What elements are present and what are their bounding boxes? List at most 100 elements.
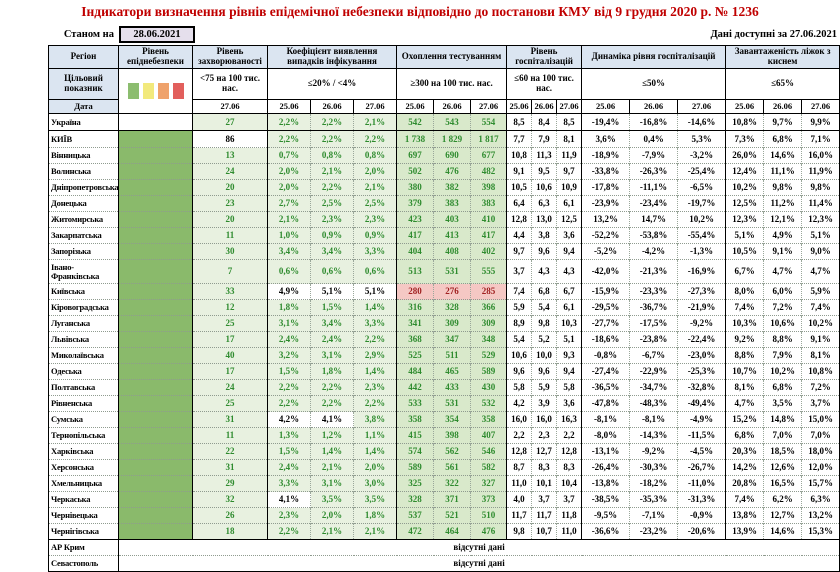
- hospitalization-cell-2: 6,1: [556, 195, 582, 212]
- region-name: Харківська: [48, 443, 119, 460]
- no-data-cell: відсутні дані: [117, 555, 840, 572]
- data-available-date: 27.06.2021: [789, 29, 837, 40]
- epidemic-level-cell: [118, 363, 193, 380]
- meta-row: Станом на 28.06.2021 Дані доступні за 27…: [48, 26, 839, 43]
- hospitalization-cell-0: 5,9: [506, 299, 532, 316]
- date-header-hospitalization-2: 27.06: [556, 99, 583, 114]
- hospitalization-dynamics-cell-1: -30,3%: [629, 459, 678, 476]
- testing-cell-0: 328: [396, 491, 434, 508]
- detection-cell-2: 2,0%: [352, 459, 397, 476]
- hospitalization-cell-1: 16,0: [531, 411, 557, 428]
- oxygen-beds-cell-1: 12,7%: [763, 507, 802, 524]
- epidemic-level-cell: [118, 379, 193, 396]
- hospitalization-cell-0: 4,2: [506, 395, 532, 412]
- hospitalization-cell-1: 9,6: [531, 363, 557, 380]
- incidence-cell: 22: [192, 443, 268, 460]
- testing-cell-0: 379: [396, 195, 434, 212]
- hospitalization-dynamics-cell-0: -52,2%: [581, 227, 630, 244]
- target-hospitalization: ≤60 на 100 тис. нас.: [506, 68, 583, 100]
- epidemic-level-cell: [118, 331, 193, 348]
- table-row: Чернівецька 26 2,3% 2,0% 1,8% 537 521 510 11,7 11…: [48, 507, 840, 524]
- testing-cell-0: 316: [396, 299, 434, 316]
- epidemic-level-cell: [118, 243, 193, 260]
- incidence-cell: 24: [192, 379, 268, 396]
- detection-cell-2: 1,1%: [352, 427, 397, 444]
- hospitalization-cell-2: 3,6: [556, 227, 582, 244]
- region-name: Луганська: [48, 315, 119, 332]
- region-name: Київська: [48, 283, 119, 300]
- testing-cell-0: 325: [396, 475, 434, 492]
- testing-cell-2: 677: [470, 147, 507, 164]
- region-name: Сумська: [48, 411, 119, 428]
- testing-cell-2: 383: [470, 195, 507, 212]
- hospitalization-cell-0: 12,8: [506, 443, 532, 460]
- hospitalization-dynamics-cell-2: -16,9%: [677, 259, 726, 284]
- detection-cell-0: 2,2%: [267, 379, 311, 396]
- hospitalization-dynamics-cell-1: -16,8%: [629, 113, 678, 131]
- testing-cell-2: 407: [470, 427, 507, 444]
- hospitalization-cell-1: 8,3: [531, 459, 557, 476]
- testing-cell-0: 574: [396, 443, 434, 460]
- testing-cell-2: 430: [470, 379, 507, 396]
- table-row: Черкаська 32 4,1% 3,5% 3,5% 328 371 373 4,0 3,7 3,…: [48, 491, 840, 508]
- oxygen-beds-cell-1: 3,5%: [763, 395, 802, 412]
- date-header-hospitalization-dynamics-0: 25.06: [581, 99, 631, 114]
- incidence-cell: 20: [192, 179, 268, 196]
- oxygen-beds-cell-1: 9,7%: [763, 113, 802, 131]
- hospitalization-cell-1: 9,8: [531, 315, 557, 332]
- table-row: Луганська 25 3,1% 3,4% 3,3% 341 309 309 8,9 9,8 10…: [48, 315, 840, 332]
- testing-cell-0: 525: [396, 347, 434, 364]
- oxygen-beds-cell-1: 10,6%: [763, 315, 802, 332]
- incidence-cell: 26: [192, 507, 268, 524]
- oxygen-beds-cell-2: 10,8%: [801, 363, 840, 380]
- hospitalization-dynamics-cell-0: -19,4%: [581, 113, 630, 131]
- testing-cell-0: 537: [396, 507, 434, 524]
- hospitalization-dynamics-cell-2: -11,5%: [677, 427, 726, 444]
- testing-cell-0: 589: [396, 459, 434, 476]
- target-row: Цільовий показник <75 на 100 тис. нас. ≤…: [48, 68, 840, 114]
- hospitalization-dynamics-cell-0: -27,4%: [581, 363, 630, 380]
- oxygen-beds-cell-2: 13,2%: [801, 507, 840, 524]
- detection-cell-0: 3,2%: [267, 347, 311, 364]
- oxygen-beds-cell-1: 16,5%: [763, 475, 802, 492]
- detection-cell-1: 2,2%: [310, 130, 354, 148]
- testing-cell-2: 285: [470, 283, 507, 300]
- incidence-cell: 25: [192, 315, 268, 332]
- detection-cell-1: 1,5%: [310, 299, 354, 316]
- table-row: Тернопільська 11 1,3% 1,2% 1,1% 415 398 407 2,2 2…: [48, 427, 840, 444]
- oxygen-beds-cell-1: 7,2%: [763, 299, 802, 316]
- testing-cell-1: 354: [433, 411, 471, 428]
- incidence-cell: 27: [192, 113, 268, 131]
- hospitalization-dynamics-cell-2: -4,5%: [677, 443, 726, 460]
- hospitalization-cell-1: 3,9: [531, 395, 557, 412]
- testing-cell-1: 347: [433, 331, 471, 348]
- oxygen-beds-cell-1: 6,0%: [763, 283, 802, 300]
- oxygen-beds-cell-2: 6,3%: [801, 491, 840, 508]
- hospitalization-cell-1: 11,3: [531, 147, 557, 164]
- testing-cell-0: 280: [396, 283, 434, 300]
- testing-cell-1: 309: [433, 315, 471, 332]
- oxygen-beds-cell-2: 9,9%: [801, 113, 840, 131]
- hospitalization-dynamics-cell-1: -22,9%: [629, 363, 678, 380]
- table-row: Кіровоградська 12 1,8% 1,5% 1,4% 316 328 366 5,9…: [48, 299, 840, 316]
- oxygen-beds-cell-1: 12,1%: [763, 211, 802, 228]
- hospitalization-dynamics-cell-1: -6,7%: [629, 347, 678, 364]
- date-row-label: Дата: [48, 99, 119, 114]
- detection-cell-1: 2,2%: [310, 179, 354, 196]
- hospitalization-cell-1: 6,8: [531, 283, 557, 300]
- table-row: Полтавська 24 2,2% 2,2% 2,3% 442 433 430 5,8 5,9 5…: [48, 379, 840, 396]
- date-header-testing-0: 25.06: [396, 99, 435, 114]
- hospitalization-dynamics-cell-1: -23,4%: [629, 195, 678, 212]
- hospitalization-cell-0: 5,4: [506, 331, 532, 348]
- hospitalization-cell-1: 5,4: [531, 299, 557, 316]
- testing-cell-1: 531: [433, 395, 471, 412]
- hospitalization-cell-0: 9,8: [506, 523, 532, 540]
- testing-cell-1: 521: [433, 507, 471, 524]
- table-row: Чернігівська 18 2,2% 2,1% 2,1% 472 464 476 9,8 10…: [48, 523, 840, 540]
- oxygen-beds-cell-1: 6,2%: [763, 491, 802, 508]
- hospitalization-cell-2: 10,3: [556, 315, 582, 332]
- testing-cell-1: 511: [433, 347, 471, 364]
- hospitalization-cell-2: 10,9: [556, 179, 582, 196]
- table-row: Харківська 22 1,5% 1,4% 1,4% 574 562 546 12,8 12,…: [48, 443, 840, 460]
- region-name: Чернівецька: [48, 507, 119, 524]
